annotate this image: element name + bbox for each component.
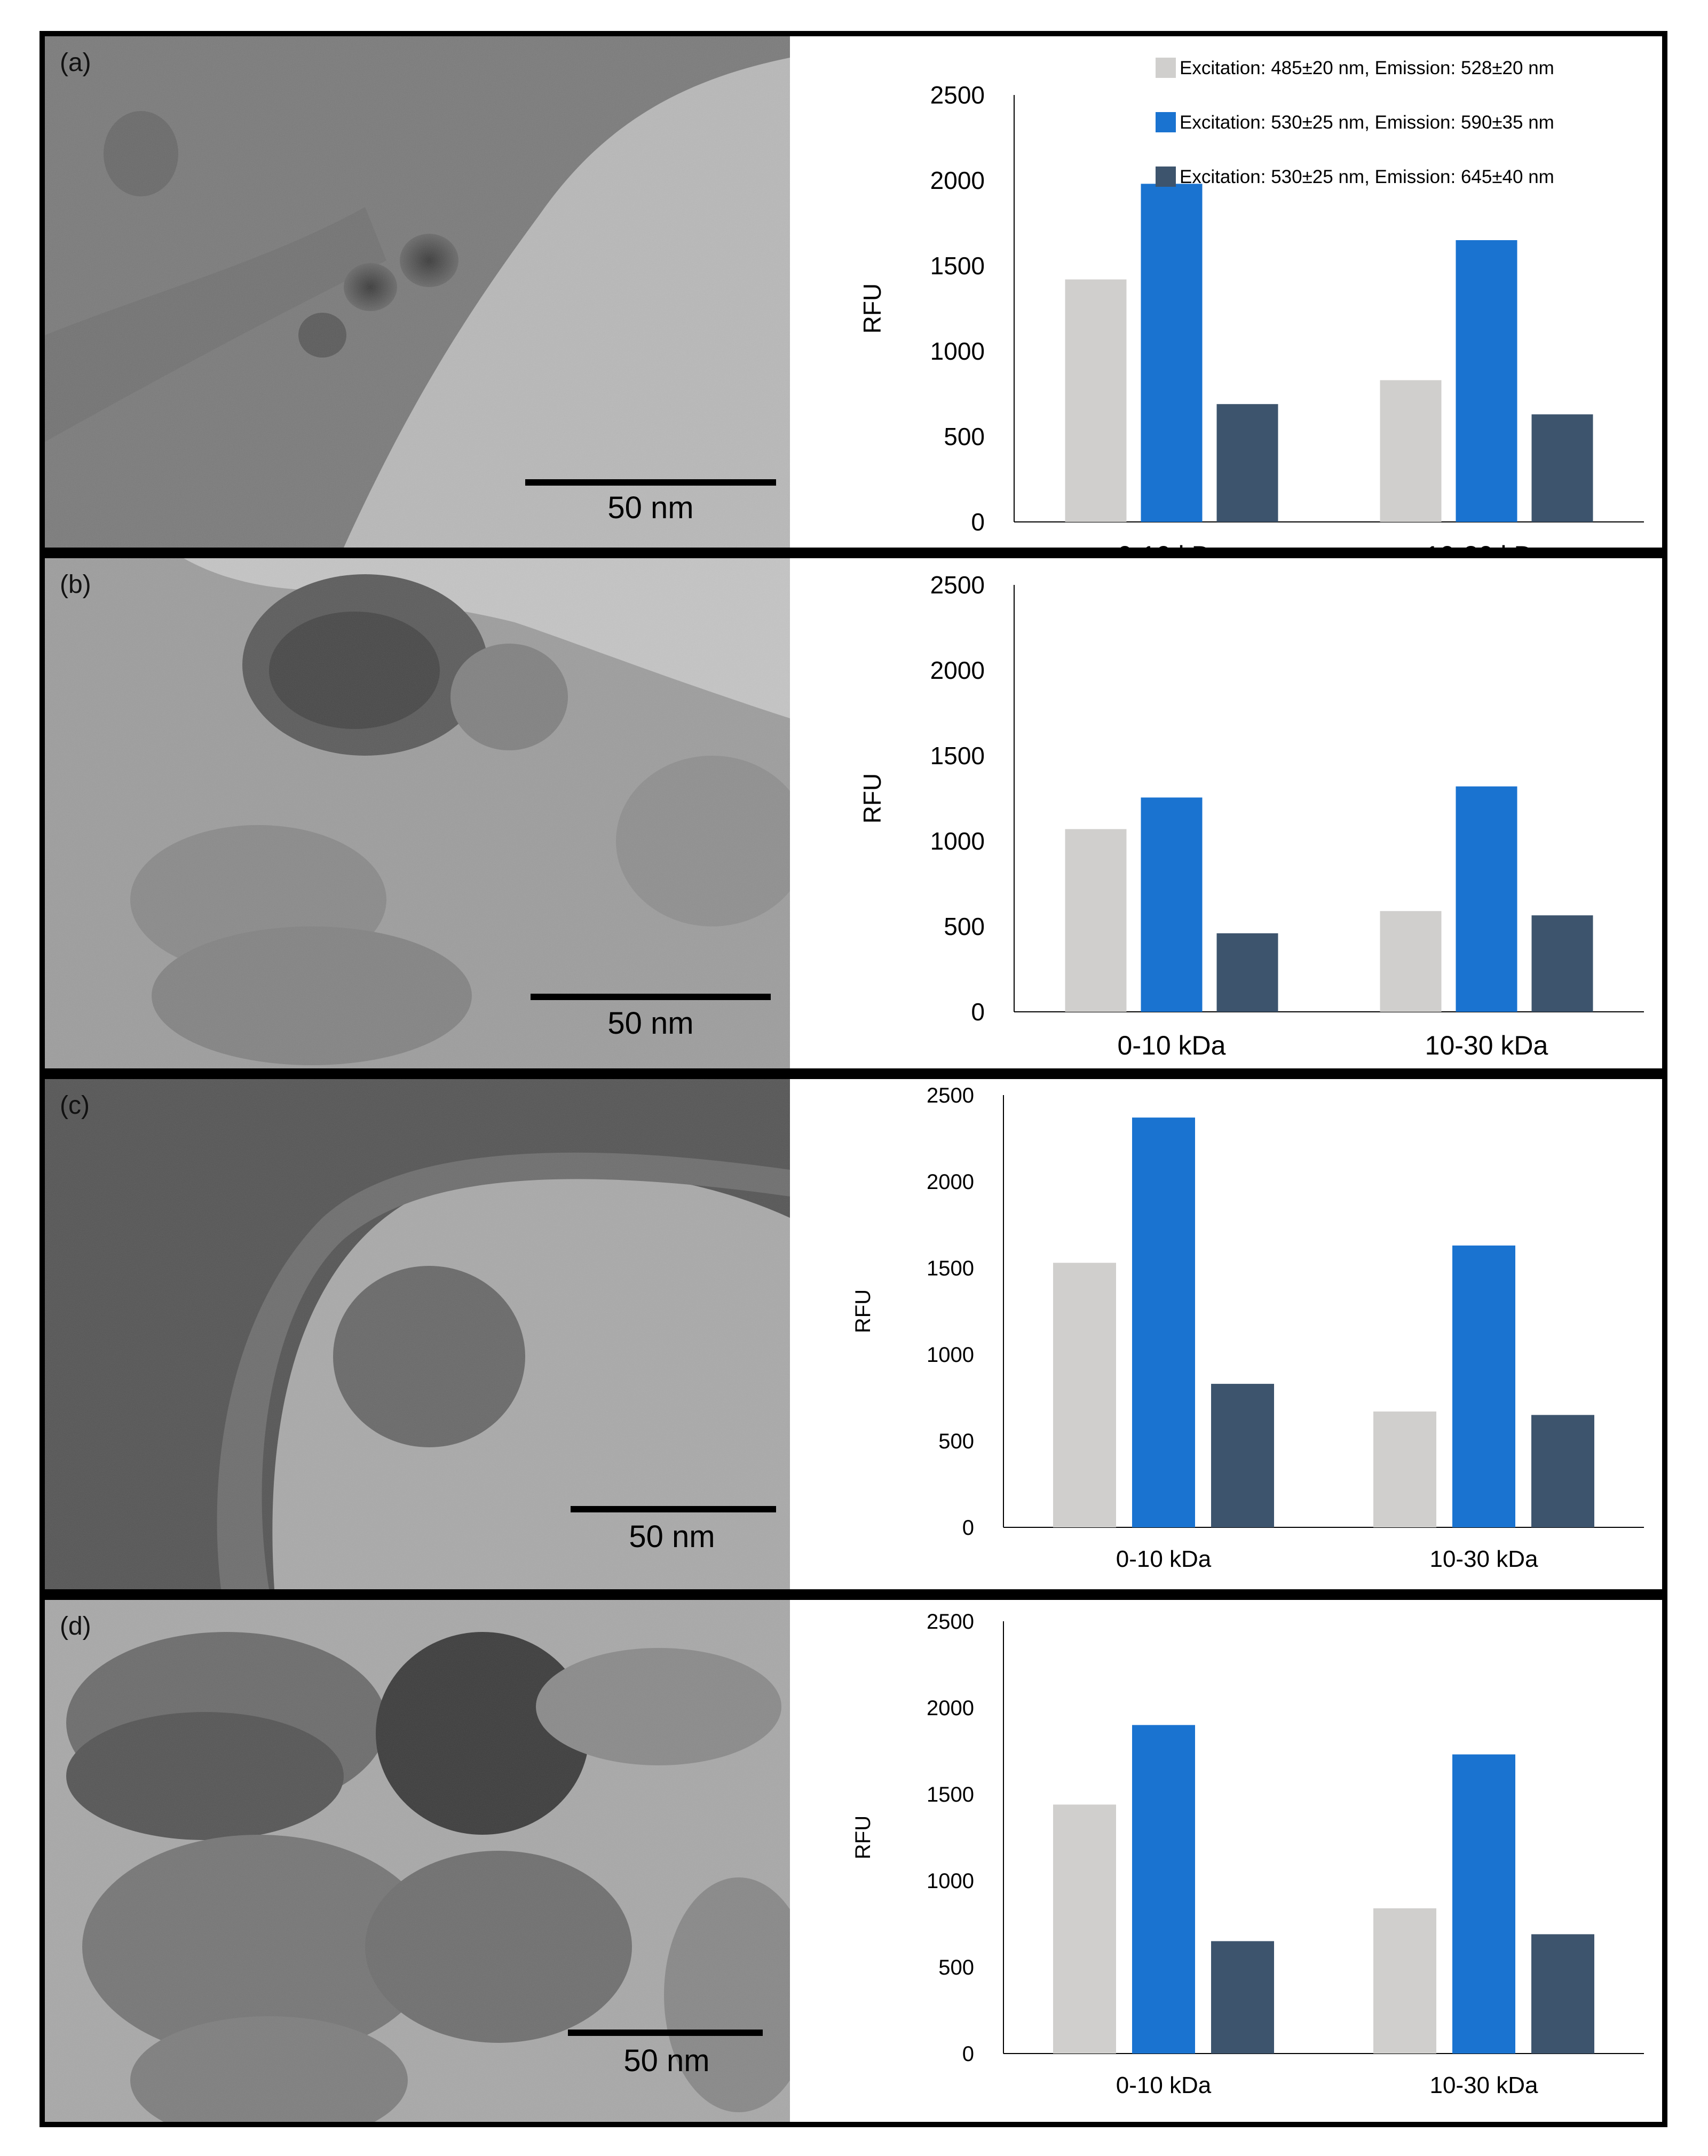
- y-axis-label: RFU: [851, 1816, 875, 1859]
- y-axis-label: RFU: [858, 283, 886, 334]
- y-tick-label: 1000: [930, 337, 985, 365]
- bar: [1141, 797, 1203, 1012]
- y-axis-label: RFU: [851, 1289, 875, 1333]
- x-category-label: 0-10 kDa: [1116, 1546, 1212, 1572]
- tem-micrograph-b: (b) 50 nm: [45, 558, 790, 1068]
- bar-chart-b: 0 500 1000 1500 2000 2500 RFU 0-10 kDa 10-30 kDa: [790, 558, 1662, 1068]
- panel-label: (a): [60, 49, 91, 77]
- y-tick-label: 2000: [927, 1170, 974, 1194]
- scale-bar-label: 50 nm: [623, 2043, 710, 2078]
- bar: [1452, 1245, 1515, 1527]
- y-tick-label: 0: [962, 1516, 974, 1540]
- bar: [1065, 829, 1127, 1012]
- bar: [1053, 1263, 1116, 1527]
- y-tick-label: 500: [938, 1430, 974, 1453]
- bar: [1380, 380, 1442, 522]
- bar: [1373, 1411, 1436, 1527]
- y-tick-label: 2000: [927, 1697, 974, 1720]
- legend-swatch: [1156, 167, 1176, 187]
- x-category-label: 10-30 kDa: [1425, 1031, 1548, 1060]
- legend-swatch: [1156, 58, 1176, 78]
- y-tick-label: 2500: [930, 81, 985, 109]
- tem-micrograph-a: (a) 50 nm: [45, 36, 790, 548]
- y-tick-label: 0: [971, 998, 985, 1026]
- bar: [1456, 786, 1517, 1012]
- x-category-label: 10-30 kDa: [1429, 1546, 1538, 1572]
- y-tick-label: 0: [962, 2042, 974, 2066]
- scale-bar-label: 50 nm: [607, 490, 694, 525]
- bar-chart-c: 0 500 1000 1500 2000 2500 RFU 0-10 kDa 10-30 kDa: [790, 1079, 1662, 1589]
- bar: [1216, 933, 1278, 1012]
- bar: [1216, 404, 1278, 522]
- y-tick-label: 1500: [927, 1257, 974, 1280]
- x-category-label: 0-10 kDa: [1118, 1031, 1226, 1060]
- y-axis-label: RFU: [858, 773, 886, 824]
- bar: [1132, 1725, 1195, 2054]
- bar: [1373, 1908, 1436, 2054]
- y-tick-label: 1500: [930, 252, 985, 280]
- panel-label: (d): [60, 1612, 91, 1640]
- y-tick-label: 1500: [930, 742, 985, 770]
- bar: [1531, 1934, 1594, 2054]
- scale-bar: [531, 994, 771, 1000]
- scale-bar-label: 50 nm: [607, 1006, 694, 1041]
- bar: [1053, 1804, 1116, 2054]
- y-tick-label: 2000: [930, 656, 985, 684]
- bar: [1531, 414, 1593, 522]
- figure-panel-d: (d) 50 nm 0 500 1000 1500 2000 2500 RFU 0-10 kD…: [39, 1595, 1667, 2127]
- y-tick-label: 2500: [930, 571, 985, 599]
- panel-label: (c): [60, 1091, 90, 1120]
- bar: [1452, 1754, 1515, 2054]
- y-tick-label: 500: [938, 1956, 974, 1979]
- y-tick-label: 2000: [930, 167, 985, 194]
- y-tick-label: 500: [944, 913, 985, 940]
- figure-panel-c: (c) 50 nm 0 500 1000 1500 2000 2500 RFU 0-10 kD…: [39, 1074, 1667, 1595]
- x-category-label: 0-10 kDa: [1116, 2072, 1212, 2098]
- bar: [1065, 279, 1127, 522]
- y-tick-label: 1000: [930, 827, 985, 855]
- bar: [1132, 1117, 1195, 1527]
- tem-micrograph-c: (c) 50 nm: [45, 1079, 790, 1589]
- scale-bar-label: 50 nm: [629, 1519, 715, 1554]
- y-tick-label: 1000: [927, 1869, 974, 1893]
- bar: [1141, 184, 1203, 522]
- scale-bar: [568, 2030, 763, 2036]
- bar: [1380, 911, 1442, 1012]
- bar-chart-d: 0 500 1000 1500 2000 2500 RFU 0-10 kDa 10-30 kDa: [790, 1600, 1662, 2122]
- bar: [1531, 1415, 1594, 1527]
- legend-entry: Excitation: 530±25 nm, Emission: 590±35 …: [1180, 112, 1554, 133]
- bar: [1211, 1941, 1274, 2054]
- y-tick-label: 1000: [927, 1343, 974, 1367]
- legend-entry: Excitation: 485±20 nm, Emission: 528±20 …: [1180, 58, 1554, 78]
- scale-bar: [525, 479, 776, 486]
- panel-label: (b): [60, 570, 91, 599]
- y-tick-label: 2500: [927, 1084, 974, 1107]
- scale-bar: [571, 1506, 776, 1512]
- bar: [1211, 1384, 1274, 1527]
- tem-micrograph-d: (d) 50 nm: [45, 1600, 790, 2122]
- figure-panel-b: (b) 50 nm 0 500 1000 1500 2000 2500 RFU 0-10 kD…: [39, 553, 1667, 1074]
- y-tick-label: 500: [944, 423, 985, 450]
- legend-swatch: [1156, 112, 1176, 132]
- bar: [1456, 240, 1517, 522]
- y-tick-label: 0: [971, 508, 985, 536]
- legend-entry: Excitation: 530±25 nm, Emission: 645±40 …: [1180, 167, 1554, 187]
- bar: [1531, 915, 1593, 1012]
- y-tick-label: 1500: [927, 1783, 974, 1806]
- x-category-label: 10-30 kDa: [1429, 2072, 1538, 2098]
- y-tick-label: 2500: [927, 1610, 974, 1634]
